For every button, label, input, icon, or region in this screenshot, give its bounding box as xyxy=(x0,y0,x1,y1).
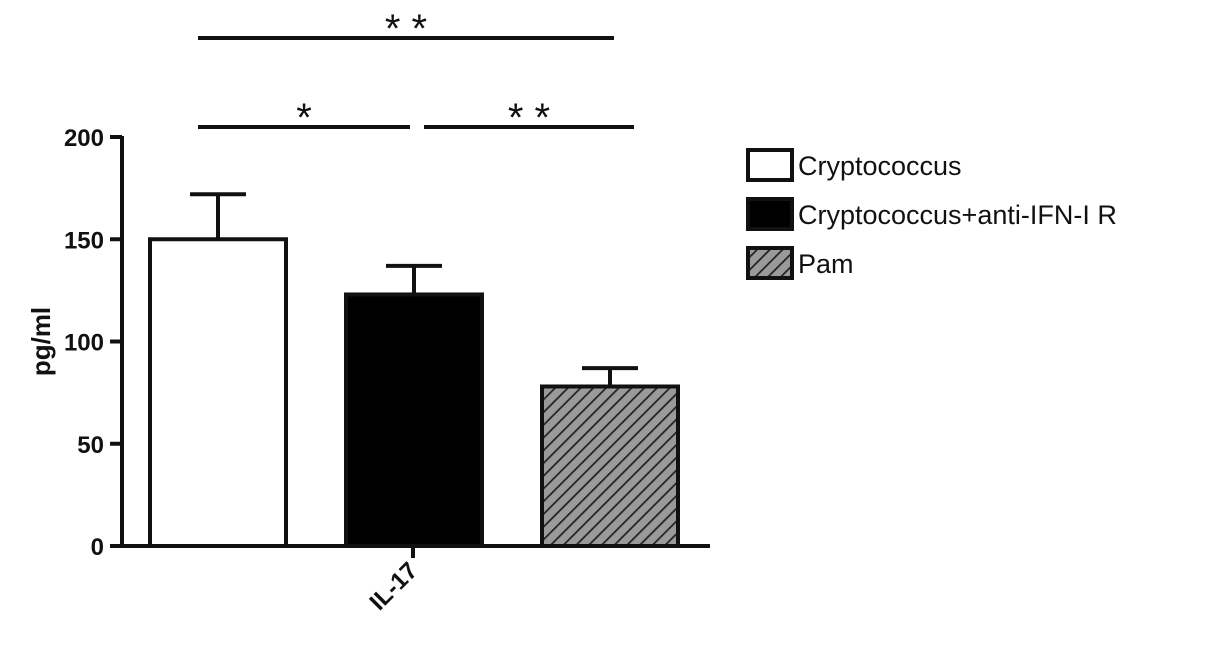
legend-label: Cryptococcus+anti-IFN-I R xyxy=(798,200,1117,230)
legend-label: Pam xyxy=(798,249,854,279)
x-tick-label: IL-17 xyxy=(365,557,424,616)
y-tick-label: 200 xyxy=(64,125,104,152)
legend-label: Cryptococcus xyxy=(798,151,962,181)
bar-cryptococcus xyxy=(148,237,288,548)
legend-swatch xyxy=(746,148,794,182)
bar-pam xyxy=(540,384,680,548)
legend-swatch xyxy=(746,246,794,280)
bar-cryptococcus-anti-ifn-i-r xyxy=(344,292,484,548)
y-tick-label: 0 xyxy=(91,534,104,561)
y-tick-label: 50 xyxy=(77,432,104,459)
bars xyxy=(148,192,680,548)
significance-label: * xyxy=(296,96,312,140)
y-tick-label: 100 xyxy=(64,330,104,357)
y-axis-title: pg/ml xyxy=(26,307,56,376)
significance-label: * * xyxy=(385,7,427,51)
legend: Cryptococcus Cryptococcus+anti-IFN-I R Pam xyxy=(746,148,1117,280)
significance-annotations: * * * * * xyxy=(198,7,634,140)
significance-label: * * xyxy=(508,96,550,140)
legend-swatch xyxy=(746,197,794,231)
y-tick-label: 150 xyxy=(64,227,104,254)
